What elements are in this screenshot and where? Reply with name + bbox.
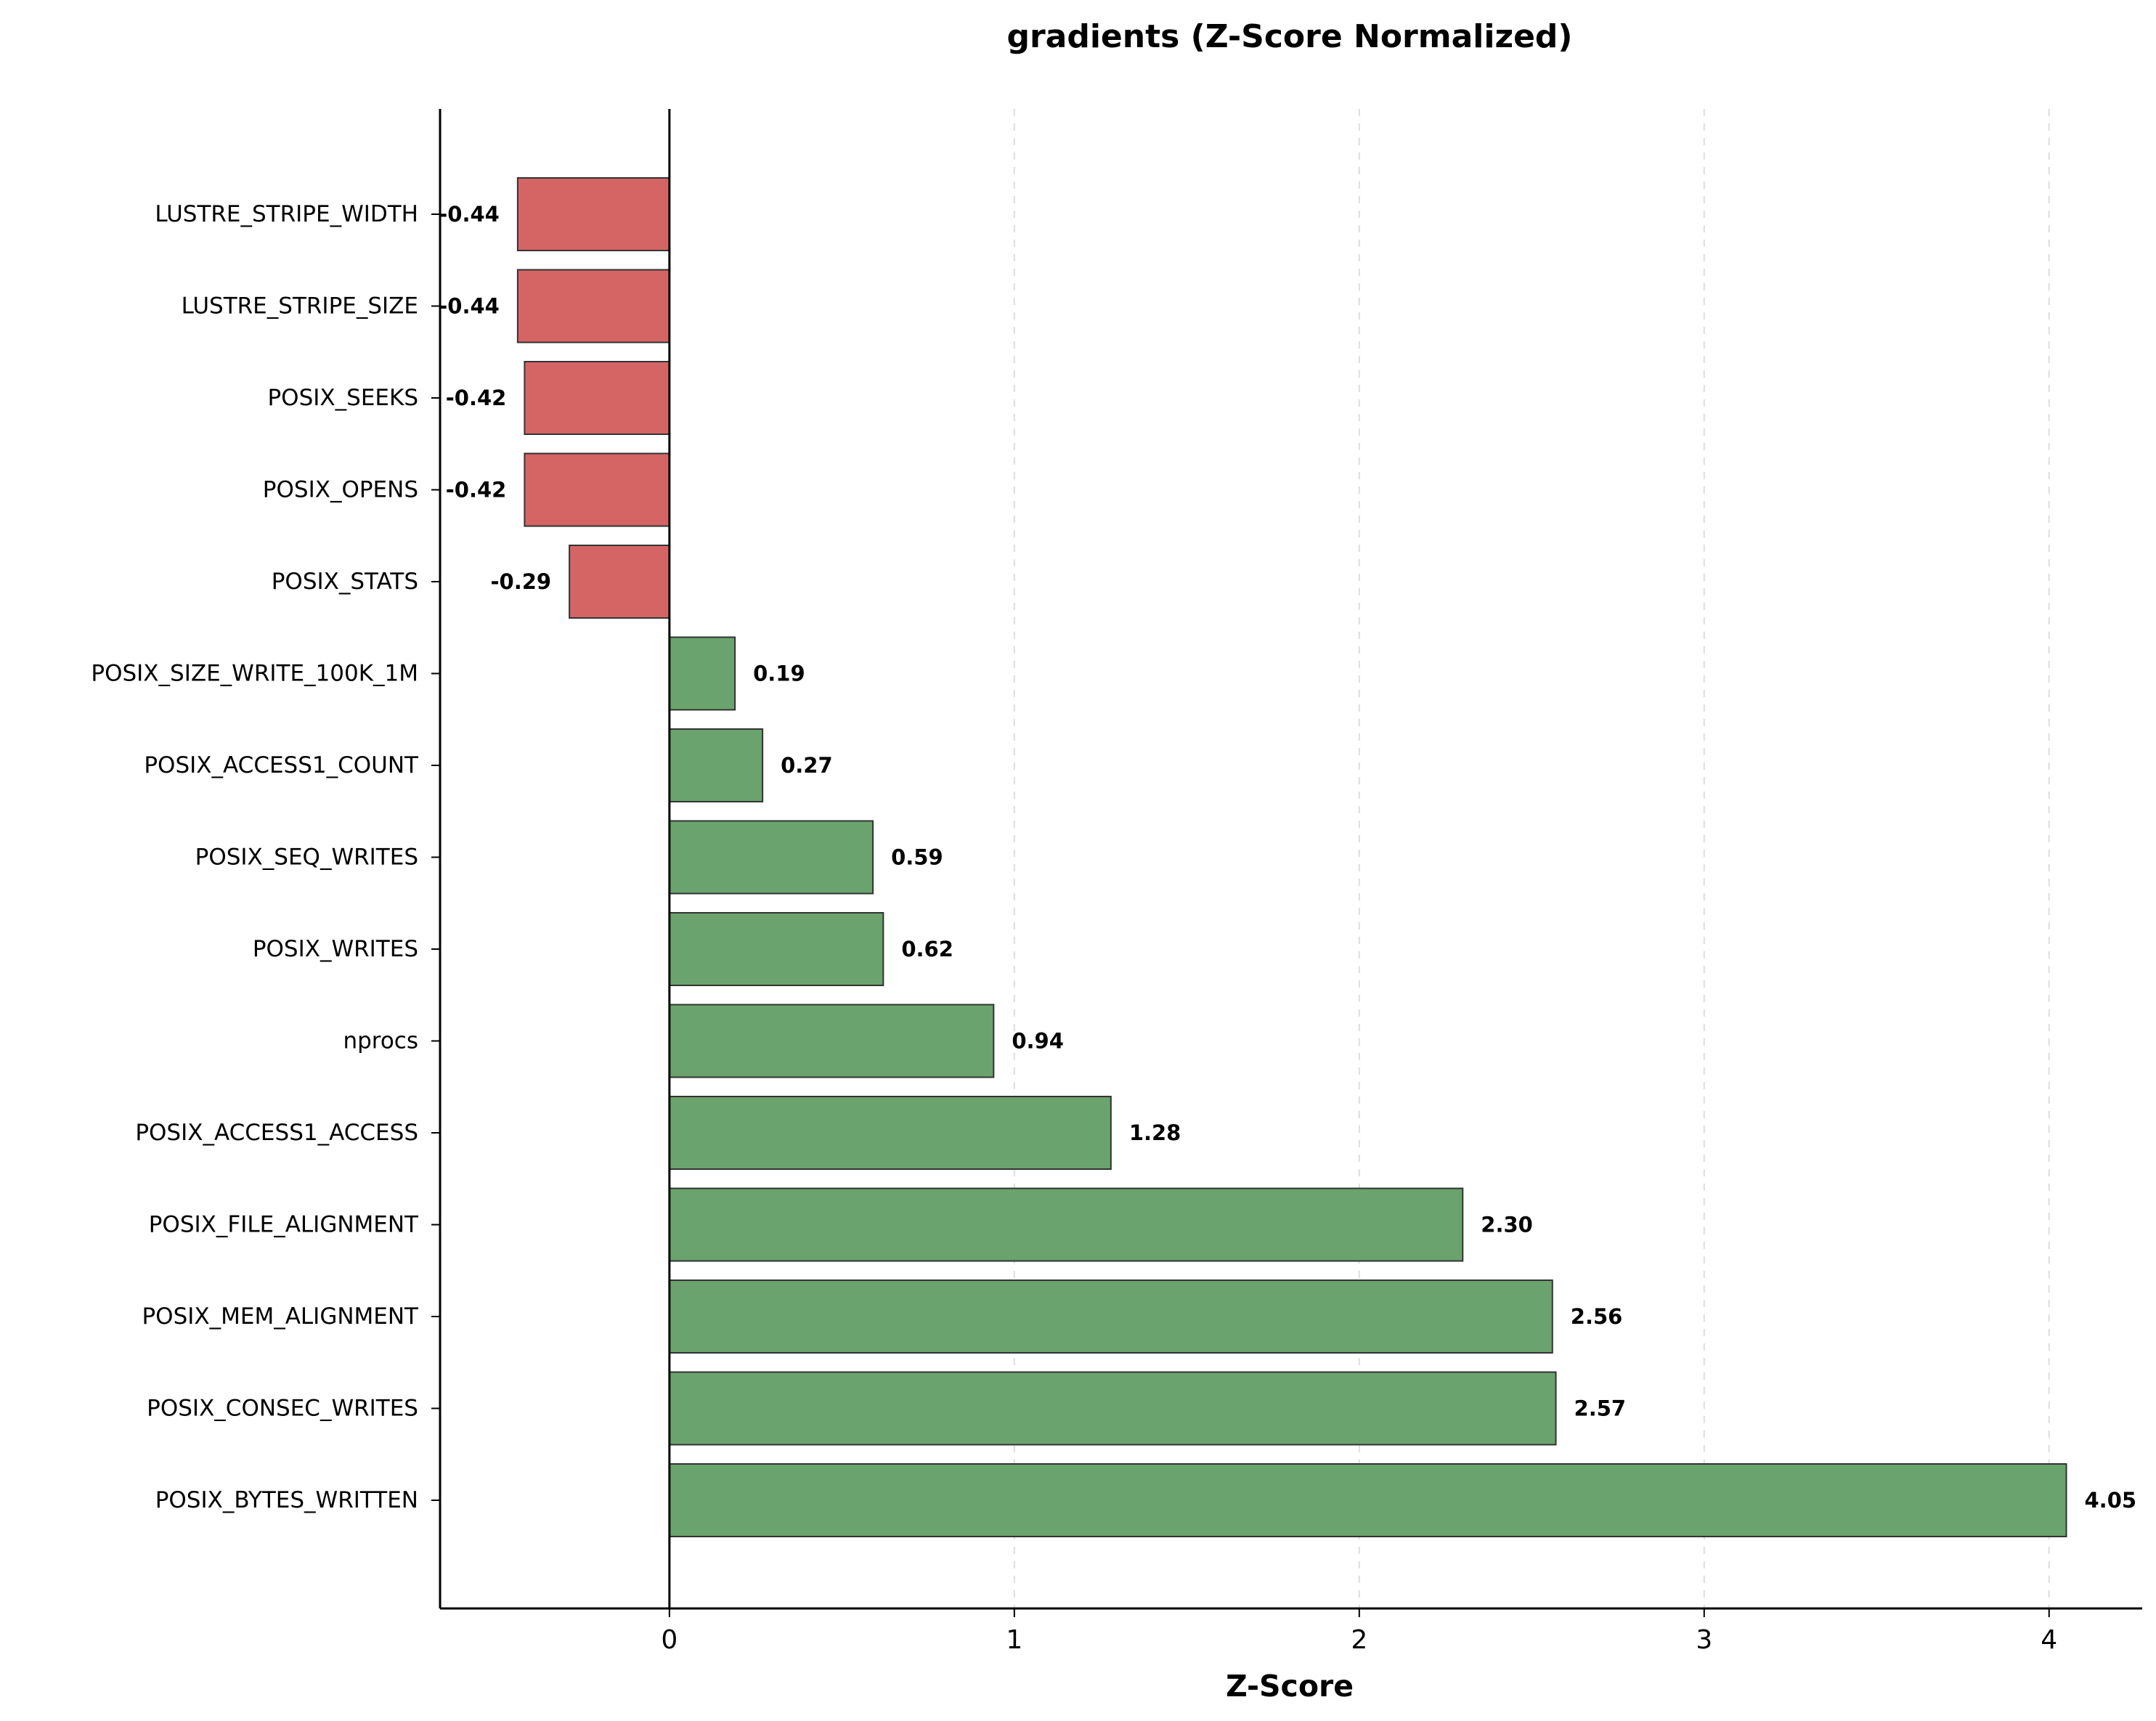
label-layer: -0.44 LUSTRE_STRIPE_WIDTH -0.44 LUSTRE_STRI… <box>91 201 2136 1655</box>
bar <box>668 1004 995 1078</box>
bar <box>668 1279 1553 1354</box>
bar <box>516 269 670 343</box>
x-tick-label: 0 <box>661 1625 678 1655</box>
value-label: -0.44 <box>439 294 500 319</box>
value-label: 1.28 <box>1129 1120 1181 1145</box>
value-label: 2.57 <box>1574 1396 1627 1421</box>
bar <box>668 912 884 986</box>
y-tick-label: POSIX_SEEKS <box>267 385 418 411</box>
y-tick-label: POSIX_FILE_ALIGNMENT <box>149 1212 419 1238</box>
bar <box>668 1187 1464 1262</box>
y-tick-label: LUSTRE_STRIPE_WIDTH <box>155 201 418 227</box>
bar-layer <box>516 177 2067 1537</box>
value-label: -0.44 <box>439 202 500 227</box>
grid-layer <box>1013 109 2050 1608</box>
bar <box>524 361 670 435</box>
bar <box>668 1096 1112 1170</box>
value-label: 0.62 <box>901 937 953 961</box>
y-tick-label: POSIX_ACCESS1_ACCESS <box>135 1120 418 1146</box>
value-label: 0.19 <box>753 662 805 686</box>
x-tick-label: 4 <box>2041 1625 2057 1655</box>
bar <box>524 452 670 527</box>
value-label: 4.05 <box>2085 1488 2137 1513</box>
x-tick-label: 1 <box>1006 1625 1022 1655</box>
y-tick-label: POSIX_SEQ_WRITES <box>195 845 418 871</box>
x-tick-label: 3 <box>1696 1625 1712 1655</box>
y-tick-label: POSIX_BYTES_WRITTEN <box>155 1487 418 1513</box>
value-label: 0.94 <box>1012 1029 1064 1054</box>
y-tick-label: POSIX_CONSEC_WRITES <box>147 1396 418 1422</box>
y-tick-label: POSIX_WRITES <box>253 936 418 962</box>
value-label: -0.42 <box>446 386 507 410</box>
bar <box>516 177 670 251</box>
chart-title: gradients (Z-Score Normalized) <box>1006 18 1572 55</box>
value-label: 2.30 <box>1481 1213 1533 1237</box>
value-label: 2.56 <box>1571 1304 1623 1329</box>
bar <box>668 820 874 895</box>
y-tick-label: LUSTRE_STRIPE_SIZE <box>182 293 418 320</box>
y-tick-label: POSIX_SIZE_WRITE_100K_1M <box>91 661 418 687</box>
axis-layer <box>431 109 2142 1617</box>
x-tick-label: 2 <box>1351 1625 1367 1655</box>
y-tick-label: nprocs <box>343 1028 418 1054</box>
value-label: 0.27 <box>781 753 833 778</box>
bar <box>668 1371 1557 1446</box>
value-label: -0.29 <box>491 569 552 594</box>
y-tick-label: POSIX_STATS <box>272 569 418 595</box>
bar <box>668 636 736 711</box>
x-axis-label: Z-Score <box>1226 1669 1354 1704</box>
y-tick-label: POSIX_ACCESS1_COUNT <box>144 752 419 778</box>
value-label: -0.42 <box>446 478 507 503</box>
bar <box>668 728 764 802</box>
bar <box>569 545 670 619</box>
bar <box>668 1463 2067 1537</box>
y-tick-label: POSIX_OPENS <box>263 477 418 503</box>
value-label: 0.59 <box>891 845 943 870</box>
y-tick-label: POSIX_MEM_ALIGNMENT <box>142 1303 419 1330</box>
